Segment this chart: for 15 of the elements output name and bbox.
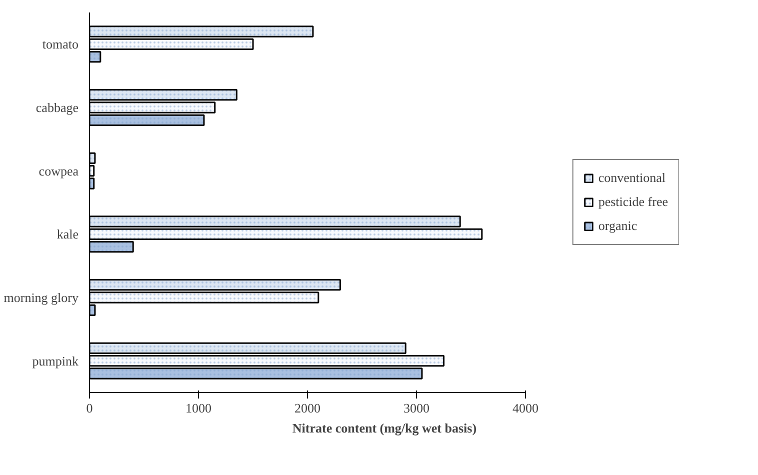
x-axis-title: Nitrate content (mg/kg wet basis) <box>292 420 477 436</box>
y-tick-label: kale <box>56 226 79 242</box>
legend-label: pesticide free <box>598 194 668 210</box>
x-tick-label: 0 <box>86 400 93 416</box>
x-tick-label: 1000 <box>186 400 212 416</box>
y-tick-label: cabbage <box>36 100 79 115</box>
y-tick-label: pumpink <box>32 353 79 368</box>
x-tick-label: 2000 <box>294 400 320 416</box>
y-tick-label: tomato <box>42 36 79 52</box>
y-tick-label: cowpea <box>38 163 79 178</box>
x-tick-label: 4000 <box>512 400 538 416</box>
x-tick-label: 3000 <box>404 400 430 416</box>
y-tick-label: morning glory <box>4 290 79 305</box>
legend-label: organic <box>598 218 638 234</box>
legend-label: conventional <box>598 170 666 186</box>
